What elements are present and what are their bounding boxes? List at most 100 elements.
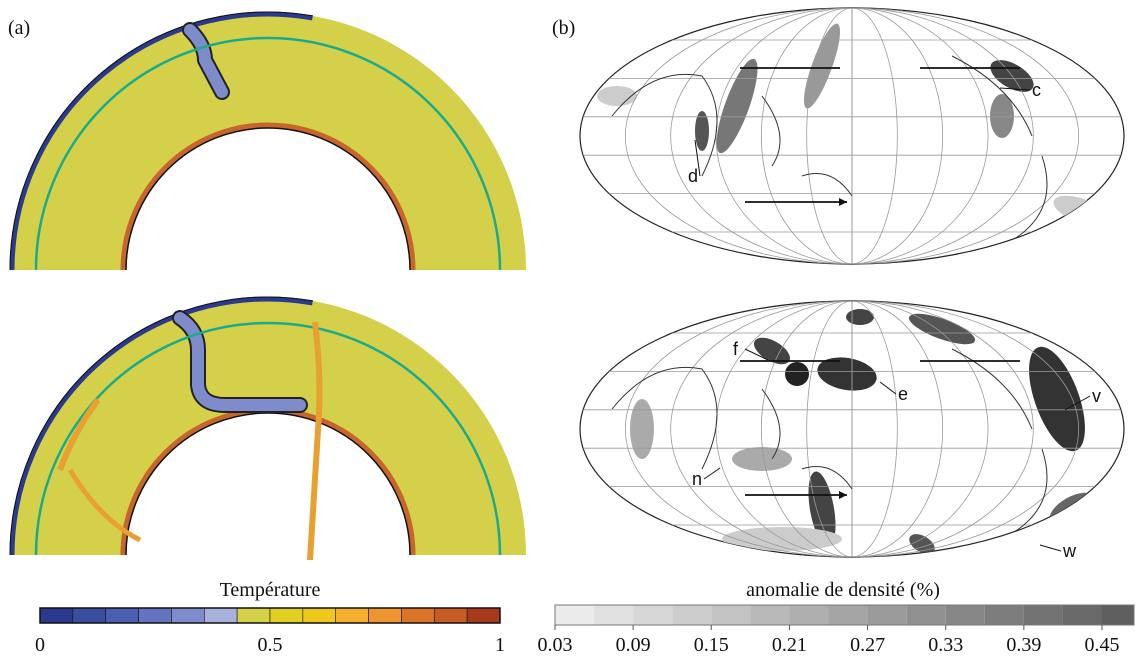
coastline bbox=[611, 55, 1048, 247]
map-label: n bbox=[692, 469, 702, 489]
panel-label: (a) bbox=[8, 17, 30, 39]
slab bbox=[174, 312, 306, 411]
map-label: c bbox=[1032, 80, 1041, 100]
colorbar-segment bbox=[672, 605, 712, 625]
colorbar-segment bbox=[236, 607, 271, 624]
leader bbox=[694, 139, 701, 177]
colorbars: 0 0.5 1 0.03 0.09 0.15 0.21 0.27 0.33 0.39 0.45 bbox=[35, 604, 1135, 656]
colorbar-segment bbox=[105, 607, 139, 624]
colorbar-segment bbox=[711, 605, 751, 625]
cold-edge bbox=[9, 296, 313, 556]
colorbar-segment bbox=[633, 605, 673, 625]
colorbar-segment bbox=[828, 605, 868, 625]
colorbar-segment bbox=[466, 607, 501, 624]
tick-label: 0 bbox=[35, 634, 45, 656]
colorbar-title: anomalie de densité (%) bbox=[746, 579, 940, 601]
colorbar-segment bbox=[555, 605, 595, 625]
inner-edge bbox=[125, 412, 411, 556]
map-label: e bbox=[898, 384, 908, 404]
anomaly bbox=[808, 471, 836, 547]
mantle bbox=[10, 12, 526, 270]
colorbar-segment bbox=[750, 605, 790, 625]
tick-label: 0.5 bbox=[258, 634, 283, 656]
colorbar-segment bbox=[335, 607, 369, 624]
colorbar-segment bbox=[39, 607, 74, 624]
colorbar-segment bbox=[368, 607, 402, 624]
map-content bbox=[580, 301, 1124, 557]
tick-label: 0.33 bbox=[928, 634, 963, 656]
plume bbox=[57, 398, 101, 472]
outer-edge bbox=[9, 296, 313, 556]
anomaly bbox=[753, 337, 791, 365]
anomaly bbox=[695, 111, 709, 151]
outer-edge bbox=[9, 11, 313, 271]
meridian bbox=[806, 301, 898, 557]
colorbar-segment bbox=[1102, 605, 1134, 625]
hot-boundary bbox=[120, 122, 416, 271]
tick-label: 0.15 bbox=[694, 634, 729, 656]
leader bbox=[879, 381, 897, 395]
plume bbox=[307, 321, 323, 561]
anomaly bbox=[785, 362, 809, 386]
meridian bbox=[624, 8, 1080, 264]
anomaly bbox=[630, 399, 654, 459]
anomaly bbox=[716, 58, 758, 154]
anomaly bbox=[990, 94, 1014, 138]
leader bbox=[999, 87, 1031, 91]
anomaly bbox=[803, 23, 841, 109]
colorbar-frame bbox=[39, 607, 501, 624]
tick-label: 0.21 bbox=[772, 634, 807, 656]
anomaly bbox=[846, 309, 874, 325]
world-maps: c d f e v n w bbox=[579, 7, 1125, 561]
colorbar-segment bbox=[302, 607, 337, 624]
phase-boundary bbox=[34, 321, 502, 556]
leader bbox=[703, 467, 721, 480]
colorbar-segment bbox=[1062, 605, 1102, 625]
anomaly bbox=[732, 447, 792, 471]
anomaly bbox=[597, 86, 637, 106]
tick-label: 0.39 bbox=[1006, 634, 1041, 656]
phase-boundary bbox=[34, 36, 502, 271]
leader bbox=[744, 348, 769, 361]
colorbar-segment bbox=[433, 607, 468, 624]
colorbar-segment bbox=[906, 605, 946, 625]
leader bbox=[1039, 544, 1062, 552]
colorbar-segment bbox=[138, 607, 172, 624]
map-label: d bbox=[688, 166, 698, 186]
panel-label: (b) bbox=[552, 17, 575, 39]
anomaly bbox=[1029, 346, 1085, 452]
anomaly bbox=[817, 357, 877, 391]
meridian bbox=[670, 301, 1034, 557]
colorbar-segment bbox=[269, 607, 304, 624]
mantle bbox=[10, 297, 526, 555]
tick-label: 0.03 bbox=[538, 634, 573, 656]
map-label: f bbox=[733, 339, 739, 359]
colorbar-segment bbox=[789, 605, 829, 625]
coastline bbox=[611, 348, 1048, 540]
colorbar-segment bbox=[171, 607, 205, 624]
tick-label: 0.09 bbox=[616, 634, 651, 656]
mantle-sections bbox=[9, 11, 526, 561]
meridian bbox=[624, 301, 1080, 557]
colorbar-segment bbox=[984, 605, 1024, 625]
colorbar-segment bbox=[945, 605, 985, 625]
leader bbox=[1064, 395, 1091, 411]
meridian bbox=[760, 301, 944, 557]
colorbar-segment bbox=[72, 607, 107, 624]
colorbar-title: Température bbox=[220, 579, 321, 601]
plume bbox=[67, 468, 142, 543]
arrowhead bbox=[839, 491, 847, 499]
map-label: w bbox=[1062, 541, 1077, 561]
tick-label: 0.27 bbox=[850, 634, 885, 656]
meridian bbox=[670, 8, 1034, 264]
cold-edge bbox=[9, 11, 313, 271]
colorbar-segment bbox=[867, 605, 907, 625]
colorbar-segment bbox=[594, 605, 634, 625]
colorbar-segment bbox=[203, 607, 238, 624]
inner-edge bbox=[125, 127, 411, 271]
meridian bbox=[760, 8, 944, 264]
colorbar-frame bbox=[554, 604, 1135, 626]
arrowhead bbox=[839, 198, 847, 206]
tick-label: 1 bbox=[495, 634, 505, 656]
